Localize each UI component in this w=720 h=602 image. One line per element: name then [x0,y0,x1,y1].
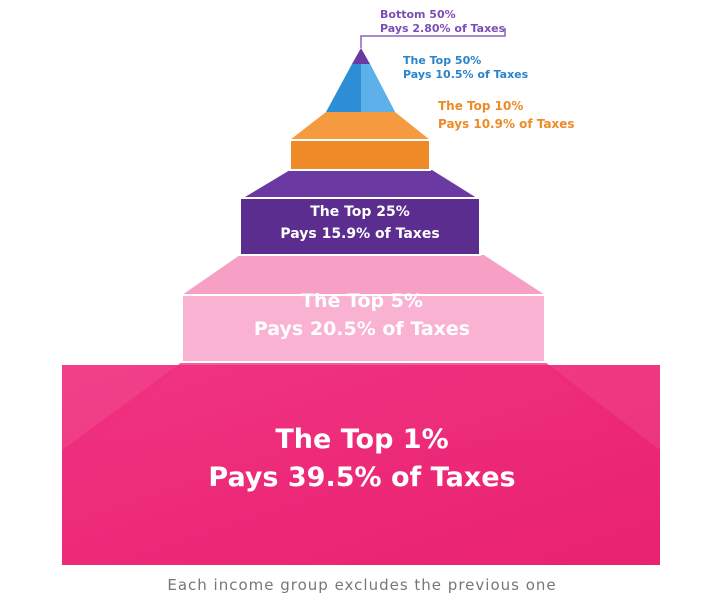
tier-top10-front [289,139,431,171]
tier-top50-highlight [361,64,395,112]
tier-share: Pays 20.5% of Taxes [254,318,470,340]
pyramid-shapes [62,28,660,565]
tier-group: The Top 50% [403,54,481,67]
tier-share: Pays 39.5% of Taxes [208,462,515,493]
tier-group: The Top 10% [438,99,523,113]
tier-share: Pays 10.9% of Taxes [438,117,575,131]
tier-top25-front [239,197,481,256]
tier-share: Pays 2.80% of Taxes [380,22,506,35]
footnote: Each income group excludes the previous … [167,576,556,594]
tier-group: Bottom 50% [380,8,456,21]
tier-share: Pays 15.9% of Taxes [280,226,439,242]
tier-bottom50 [352,48,370,64]
tier-top5-front [181,294,546,363]
labels: Bottom 50% Pays 2.80% of Taxes The Top 5… [167,8,574,594]
tier-share: Pays 10.5% of Taxes [403,68,529,81]
tier-group: The Top 1% [275,424,448,455]
tier-group: The Top 5% [301,290,423,312]
tier-group: The Top 25% [310,204,410,220]
callout-line [360,28,506,48]
tier-top1-front [62,365,660,565]
